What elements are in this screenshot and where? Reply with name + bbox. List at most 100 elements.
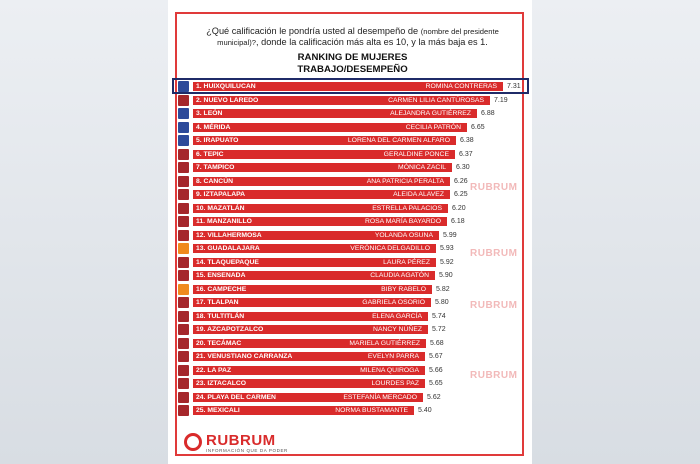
party-logo-icon xyxy=(178,216,189,227)
chart-title: RANKING DE MUJERES TRABAJO/DESEMPEÑO xyxy=(190,52,515,76)
mayor-name: ROMINA CONTRERAS xyxy=(425,83,497,90)
municipality-label: 14. TLAQUEPAQUE xyxy=(196,258,259,266)
party-logo-icon xyxy=(178,256,189,268)
mayor-name: ANA PATRICIA PERALTA xyxy=(366,177,444,185)
ranking-row: 23. IZTACALCO LOURDES PAZ 5.65 xyxy=(178,378,518,389)
ranking-row: 19. AZCAPOTZALCO NANCY NÚÑEZ 5.72 xyxy=(178,324,518,335)
municipality-label: 10. MAZATLÁN xyxy=(196,204,245,212)
score-value: 5.93 xyxy=(440,245,454,252)
mayor-name: MILENA QUIROGA xyxy=(360,366,419,374)
score-bar xyxy=(193,82,503,91)
party-logo-icon xyxy=(178,270,189,281)
mayor-name: LOURDES PAZ xyxy=(371,380,419,387)
score-bar xyxy=(193,217,447,226)
score-bar xyxy=(193,298,431,307)
party-logo-icon xyxy=(178,364,189,376)
score-bar xyxy=(193,379,425,388)
municipality-label: 19. AZCAPOTZALCO xyxy=(196,326,264,333)
party-logo-icon xyxy=(178,351,189,362)
municipality-label: 3. LEÓN xyxy=(196,110,223,117)
ranking-row: 22. LA PAZ MILENA QUIROGA 5.66 xyxy=(178,364,518,376)
brand-logo: RUBRUM INFORMACIÓN QUE DA PODER xyxy=(184,430,304,454)
score-bar xyxy=(193,284,432,294)
ranking-row: 1. HUIXQUILUCAN ROMINA CONTRERAS 7.31 xyxy=(178,81,521,92)
score-bar xyxy=(193,149,455,159)
mayor-name: GABRIELA OSORIO xyxy=(362,299,425,306)
ranking-row: 5. IRAPUATO LORENA DEL CARMEN ALFARO 6.38 xyxy=(178,135,518,146)
score-value: 5.67 xyxy=(429,353,443,360)
mayor-name: CARMEN LILIA CANTÚROSAS xyxy=(388,96,484,104)
party-logo-icon xyxy=(178,405,189,416)
municipality-label: 17. TLALPAN xyxy=(196,299,239,306)
score-value: 6.38 xyxy=(460,137,474,144)
municipality-label: 13. GUADALAJARA xyxy=(196,245,260,252)
question-placeholder: (nombre del presidente municipal)? xyxy=(217,27,499,47)
score-value: 7.19 xyxy=(494,96,508,104)
ranking-row: 3. LEÓN ALEJANDRA GUTIÉRREZ 6.88 xyxy=(178,108,518,119)
mayor-name: EVELYN PARRA xyxy=(367,353,419,360)
party-logo-icon xyxy=(178,121,189,133)
ranking-row: 10. MAZATLÁN ESTRELLA PALACIOS 6.20 xyxy=(178,202,518,214)
ranking-row: 12. VILLAHERMOSA YOLANDA OSUNA 5.99 xyxy=(178,229,518,241)
mayor-name: ALEJANDRA GUTIÉRREZ xyxy=(390,110,471,117)
municipality-label: 6. TEPIC xyxy=(196,150,224,158)
party-logo-icon xyxy=(178,148,189,160)
municipality-label: 2. NUEVO LAREDO xyxy=(196,96,259,104)
mayor-name: MÓNICA ZACIL xyxy=(398,164,446,171)
mayor-name: VERÓNICA DELGADILLO xyxy=(350,245,430,252)
party-logo-icon xyxy=(178,202,189,214)
score-value: 6.88 xyxy=(481,110,495,117)
score-value: 7.31 xyxy=(507,83,521,90)
ranking-row: 25. MEXICALI NORMA BUSTAMANTE 5.40 xyxy=(178,405,518,416)
mayor-name: ESTEFANÍA MERCADO xyxy=(343,393,417,401)
municipality-label: 5. IRAPUATO xyxy=(196,137,239,144)
score-value: 5.74 xyxy=(432,312,446,320)
score-value: 5.62 xyxy=(427,393,441,401)
score-bar xyxy=(193,176,450,186)
watermark: RUBRUM xyxy=(470,248,518,259)
score-value: 5.66 xyxy=(429,366,443,374)
question-text-1: ¿Qué calificación le pondría usted al de… xyxy=(206,26,419,36)
mayor-name: NORMA BUSTAMANTE xyxy=(335,407,408,414)
score-bar xyxy=(193,109,477,118)
score-bar xyxy=(193,338,426,348)
mayor-name: ESTRELLA PALACIOS xyxy=(372,204,442,212)
party-logo-icon xyxy=(178,189,189,200)
question-text-2: , donde la calificación más alta es 10, … xyxy=(255,37,488,47)
ranking-row: 7. TAMPICO MÓNICA ZACIL 6.30 xyxy=(178,162,518,173)
party-logo-icon xyxy=(178,378,189,389)
mayor-name: YOLANDA OSUNA xyxy=(374,231,433,239)
party-logo-icon xyxy=(178,135,189,146)
score-bar xyxy=(193,203,448,213)
municipality-label: 9. IZTAPALAPA xyxy=(196,191,246,198)
municipality-label: 23. IZTACALCO xyxy=(196,380,247,387)
score-bar xyxy=(193,95,490,105)
ranking-row: 4. MÉRIDA CECILIA PATRÓN 6.65 xyxy=(178,121,518,133)
title-line-1: RANKING DE MUJERES xyxy=(297,52,408,63)
mayor-name: CECILIA PATRÓN xyxy=(405,123,461,131)
score-value: 6.26 xyxy=(454,177,468,185)
party-logo-icon xyxy=(178,283,189,295)
score-value: 5.82 xyxy=(436,285,450,293)
score-bar xyxy=(193,257,436,267)
score-bar xyxy=(193,244,436,253)
score-value: 5.92 xyxy=(440,258,454,266)
mayor-name: LAURA PÉREZ xyxy=(383,258,430,266)
ranking-row: 20. TECÁMAC MARIELA GUTIÉRREZ 5.68 xyxy=(178,337,518,349)
score-bar xyxy=(193,122,467,132)
party-logo-icon xyxy=(178,175,189,187)
municipality-label: 20. TECÁMAC xyxy=(196,339,242,347)
ranking-row: 17. TLALPAN GABRIELA OSORIO 5.80 xyxy=(178,297,518,308)
watermark: RUBRUM xyxy=(470,370,518,381)
score-value: 6.37 xyxy=(459,150,473,158)
ranking-row: 14. TLAQUEPAQUE LAURA PÉREZ 5.92 xyxy=(178,256,518,268)
municipality-label: 21. VENUSTIANO CARRANZA xyxy=(196,353,293,360)
municipality-label: 16. CAMPECHE xyxy=(196,285,247,293)
mayor-name: BIBY RABELO xyxy=(381,285,426,293)
party-logo-icon xyxy=(178,229,189,241)
party-logo-icon xyxy=(178,391,189,403)
score-value: 5.68 xyxy=(430,339,444,347)
municipality-label: 15. ENSENADA xyxy=(196,272,246,279)
ranking-row: 2. NUEVO LAREDO CARMEN LILIA CANTÚROSAS 7.… xyxy=(178,94,518,106)
